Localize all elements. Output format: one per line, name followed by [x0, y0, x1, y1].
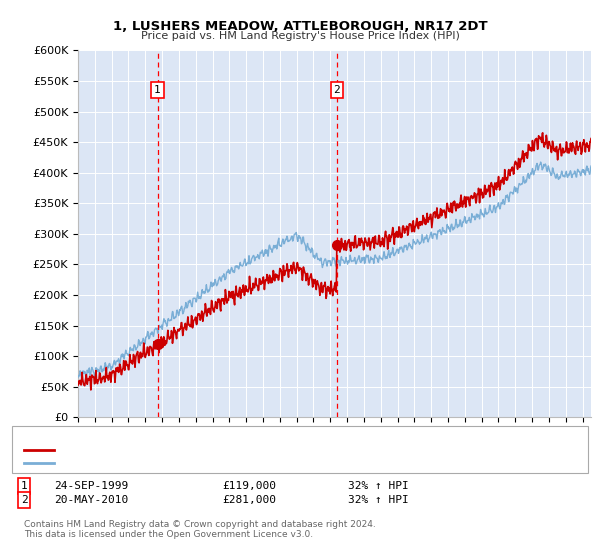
Text: 32% ↑ HPI: 32% ↑ HPI [348, 495, 409, 505]
Text: Price paid vs. HM Land Registry's House Price Index (HPI): Price paid vs. HM Land Registry's House … [140, 31, 460, 41]
Text: 1: 1 [154, 85, 161, 95]
Text: 1, LUSHERS MEADOW, ATTLEBOROUGH, NR17 2DT (detached house): 1, LUSHERS MEADOW, ATTLEBOROUGH, NR17 2D… [60, 445, 418, 455]
Text: £119,000: £119,000 [222, 481, 276, 491]
Text: 32% ↑ HPI: 32% ↑ HPI [348, 481, 409, 491]
Text: 1, LUSHERS MEADOW, ATTLEBOROUGH, NR17 2DT: 1, LUSHERS MEADOW, ATTLEBOROUGH, NR17 2D… [113, 20, 487, 32]
Text: £281,000: £281,000 [222, 495, 276, 505]
Text: 20-MAY-2010: 20-MAY-2010 [54, 495, 128, 505]
Text: 2: 2 [334, 85, 340, 95]
Text: Contains HM Land Registry data © Crown copyright and database right 2024.
This d: Contains HM Land Registry data © Crown c… [24, 520, 376, 539]
Text: 24-SEP-1999: 24-SEP-1999 [54, 481, 128, 491]
Text: HPI: Average price, detached house, Breckland: HPI: Average price, detached house, Brec… [60, 458, 305, 468]
Text: 1: 1 [20, 481, 28, 491]
Text: 2: 2 [20, 495, 28, 505]
